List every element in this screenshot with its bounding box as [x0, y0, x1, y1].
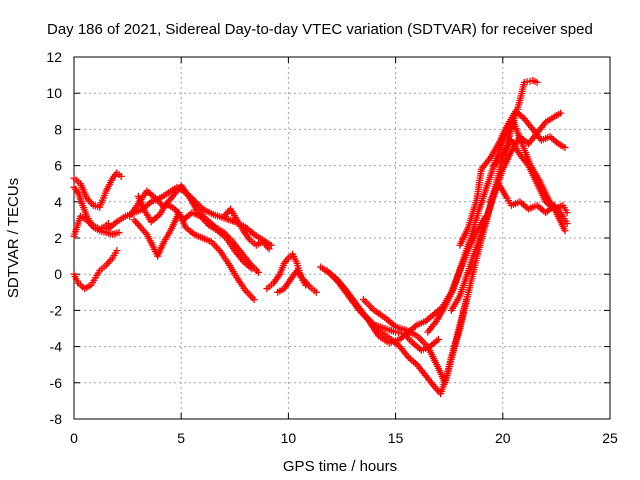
y-tick-label: 4 — [54, 194, 62, 210]
series-track-g — [130, 209, 258, 304]
series-track-c — [70, 247, 121, 293]
x-tick-label: 20 — [495, 430, 511, 446]
chart-title: Day 186 of 2021, Sidereal Day-to-day VTE… — [47, 21, 593, 38]
data-point — [250, 296, 258, 304]
x-tick-label: 5 — [177, 430, 185, 446]
data-point — [533, 78, 541, 86]
y-axis-label: SDTVAR / TECUs — [5, 178, 22, 298]
x-tick-label: 0 — [70, 430, 78, 446]
series-track-b — [70, 169, 125, 211]
data-point — [312, 288, 320, 296]
y-tick-label: 10 — [46, 85, 62, 101]
data-point — [561, 227, 569, 235]
data-point — [561, 144, 569, 151]
y-tick-label: -2 — [50, 302, 63, 318]
y-tick-label: -8 — [50, 411, 63, 427]
data-point — [563, 209, 571, 217]
data-point — [563, 220, 571, 228]
data-point — [265, 245, 273, 253]
series-track-d — [70, 183, 112, 233]
x-tick-label: 10 — [281, 430, 297, 446]
series-track-t — [490, 136, 571, 217]
x-axis-label: GPS time / hours — [283, 458, 397, 475]
y-tick-label: 2 — [54, 230, 62, 246]
x-tick-label: 15 — [388, 430, 404, 446]
data-point — [248, 265, 256, 273]
axis-ticks: 0 5 10 15 20 25 -8 -6 -4 -2 0 2 4 6 8 10 12 — [46, 49, 618, 446]
grid-lines — [74, 57, 610, 419]
series-track-r — [456, 107, 569, 249]
data-points — [70, 77, 571, 398]
y-tick-label: 0 — [54, 266, 62, 282]
y-tick-label: 6 — [54, 158, 62, 174]
y-tick-label: -6 — [50, 375, 63, 391]
series-track-k — [274, 267, 320, 296]
series-track-p — [424, 118, 569, 336]
data-point — [115, 229, 123, 237]
data-point — [113, 247, 121, 255]
data-point — [254, 268, 262, 276]
data-point — [434, 335, 442, 343]
data-point — [117, 172, 125, 180]
data-point — [557, 109, 565, 117]
series-track-h — [134, 192, 256, 273]
y-tick-label: 8 — [54, 121, 62, 137]
y-tick-label: 12 — [46, 49, 62, 65]
series-track-i — [220, 205, 273, 253]
y-tick-label: -4 — [50, 339, 63, 355]
x-tick-label: 25 — [602, 430, 618, 446]
